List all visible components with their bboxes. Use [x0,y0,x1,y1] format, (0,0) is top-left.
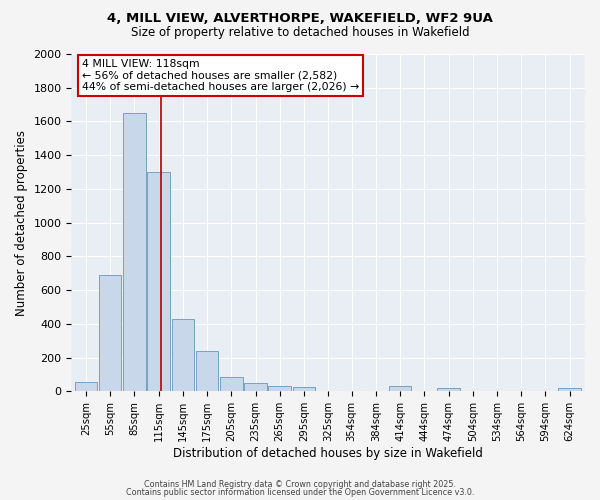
Bar [99,275,121,392]
Text: Size of property relative to detached houses in Wakefield: Size of property relative to detached ho… [131,26,469,39]
Text: 4, MILL VIEW, ALVERTHORPE, WAKEFIELD, WF2 9UA: 4, MILL VIEW, ALVERTHORPE, WAKEFIELD, WF… [107,12,493,26]
Bar [172,319,194,392]
Text: 4 MILL VIEW: 118sqm
← 56% of detached houses are smaller (2,582)
44% of semi-det: 4 MILL VIEW: 118sqm ← 56% of detached ho… [82,59,359,92]
Text: Contains HM Land Registry data © Crown copyright and database right 2025.: Contains HM Land Registry data © Crown c… [144,480,456,489]
Bar [244,383,267,392]
Bar [437,388,460,392]
Bar [268,386,291,392]
Bar [559,388,581,392]
Bar [196,351,218,392]
Bar [220,377,242,392]
Bar [123,113,146,392]
X-axis label: Distribution of detached houses by size in Wakefield: Distribution of detached houses by size … [173,447,483,460]
Text: Contains public sector information licensed under the Open Government Licence v3: Contains public sector information licen… [126,488,474,497]
Bar [293,387,315,392]
Y-axis label: Number of detached properties: Number of detached properties [15,130,28,316]
Bar [74,382,97,392]
Bar [148,172,170,392]
Bar [389,386,412,392]
